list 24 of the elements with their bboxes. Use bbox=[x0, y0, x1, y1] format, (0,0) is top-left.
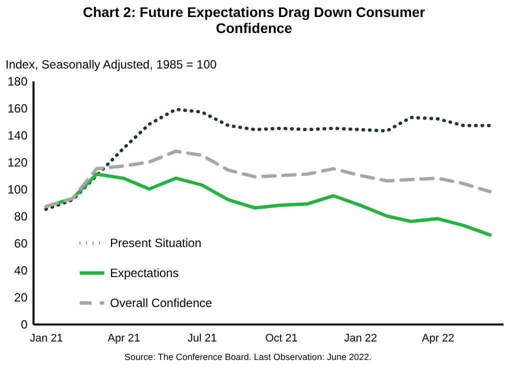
x-tick-label: Oct 21 bbox=[265, 332, 298, 344]
x-tick-label: Jan 22 bbox=[344, 332, 378, 344]
x-tick-label: Jul 21 bbox=[188, 332, 217, 344]
y-tick-label: 100 bbox=[7, 182, 28, 196]
y-tick-label: 80 bbox=[14, 210, 28, 224]
x-tick-label: Apr 22 bbox=[422, 332, 454, 344]
y-tick-label: 20 bbox=[14, 290, 28, 304]
y-tick-label: 120 bbox=[7, 156, 28, 170]
y-tick-label: 60 bbox=[14, 236, 28, 250]
y-axis-title: Index, Seasonally Adjusted, 1985 = 100 bbox=[6, 58, 217, 72]
chart-title: Chart 2: Future Expectations Drag Down Consumer Confidence bbox=[82, 4, 426, 36]
y-tick-label: 0 bbox=[20, 318, 28, 332]
source-note: Source: The Conference Board. Last Observation: June 2022. bbox=[124, 352, 372, 362]
legend-label: Present Situation bbox=[110, 236, 202, 250]
x-tick-label: Apr 21 bbox=[108, 332, 140, 344]
y-tick-label: 180 bbox=[7, 74, 28, 88]
line-series bbox=[44, 150, 492, 208]
legend-label: Expectations bbox=[110, 266, 179, 280]
y-tick-label: 140 bbox=[7, 128, 28, 142]
y-tick-label: 160 bbox=[7, 102, 28, 116]
x-tick-label: Jan 21 bbox=[30, 332, 63, 344]
y-tick-label: 40 bbox=[14, 264, 28, 278]
legend-label: Overall Confidence bbox=[110, 296, 212, 310]
line-series bbox=[44, 108, 492, 211]
